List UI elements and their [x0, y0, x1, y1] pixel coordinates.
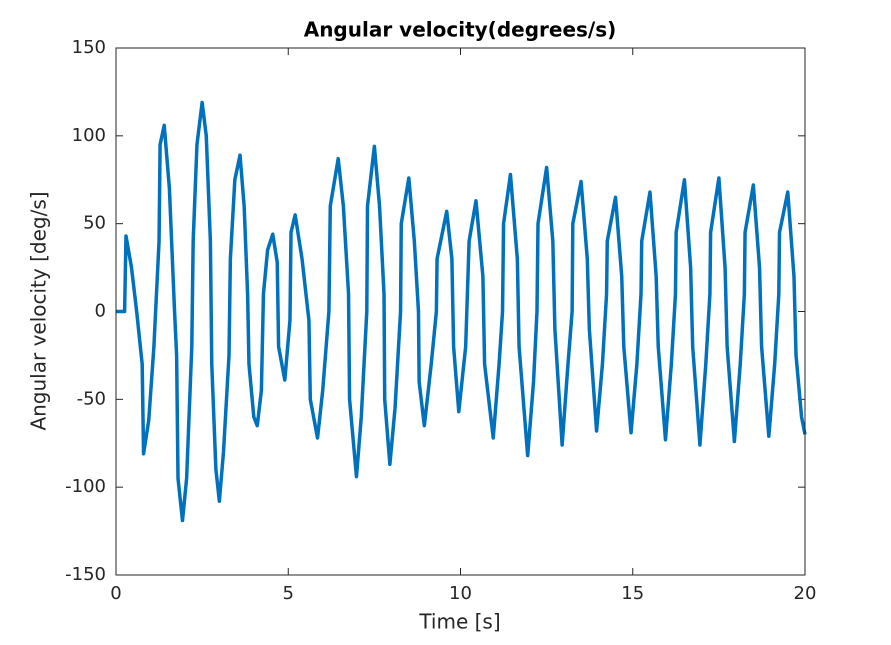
- chart-title: Angular velocity(degrees/s): [304, 18, 617, 42]
- x-tick-label: 5: [283, 583, 294, 604]
- plot-frame: [115, 47, 806, 576]
- x-tick-label: 0: [110, 583, 121, 604]
- y-tick-label: 150: [72, 37, 106, 58]
- y-tick-label: -100: [65, 476, 106, 497]
- y-tick-label: -150: [65, 564, 106, 585]
- y-tick-label: 100: [72, 125, 106, 146]
- x-tick-label: 15: [621, 583, 644, 604]
- y-axis-label: Angular velocity [deg/s]: [27, 191, 51, 430]
- x-tick-label: 10: [449, 583, 472, 604]
- x-tick-label: 20: [794, 583, 817, 604]
- data-line: [116, 100, 807, 523]
- y-tick-label: -50: [77, 388, 106, 409]
- x-axis-label: Time [s]: [418, 610, 500, 634]
- y-tick-label: 0: [95, 301, 106, 322]
- y-tick-label: 50: [83, 213, 106, 234]
